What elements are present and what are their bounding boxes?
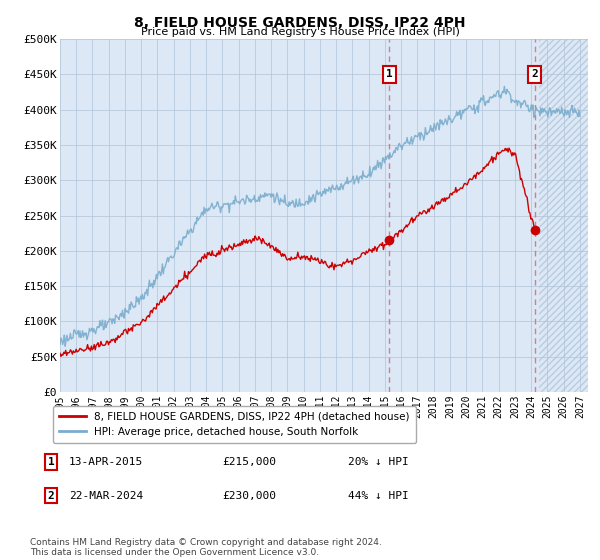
- Legend: 8, FIELD HOUSE GARDENS, DISS, IP22 4PH (detached house), HPI: Average price, det: 8, FIELD HOUSE GARDENS, DISS, IP22 4PH (…: [53, 405, 416, 444]
- Text: 1: 1: [386, 69, 393, 80]
- Text: 13-APR-2015: 13-APR-2015: [69, 457, 143, 467]
- Text: 1: 1: [47, 457, 55, 467]
- Text: £215,000: £215,000: [222, 457, 276, 467]
- Text: 22-MAR-2024: 22-MAR-2024: [69, 491, 143, 501]
- Text: 8, FIELD HOUSE GARDENS, DISS, IP22 4PH: 8, FIELD HOUSE GARDENS, DISS, IP22 4PH: [134, 16, 466, 30]
- Bar: [539, 39, 588, 392]
- Text: 44% ↓ HPI: 44% ↓ HPI: [348, 491, 409, 501]
- Text: 20% ↓ HPI: 20% ↓ HPI: [348, 457, 409, 467]
- Bar: [539, 39, 588, 392]
- Text: 2: 2: [532, 69, 538, 80]
- Text: 2: 2: [47, 491, 55, 501]
- Text: £230,000: £230,000: [222, 491, 276, 501]
- Text: Price paid vs. HM Land Registry's House Price Index (HPI): Price paid vs. HM Land Registry's House …: [140, 27, 460, 37]
- Text: Contains HM Land Registry data © Crown copyright and database right 2024.
This d: Contains HM Land Registry data © Crown c…: [30, 538, 382, 557]
